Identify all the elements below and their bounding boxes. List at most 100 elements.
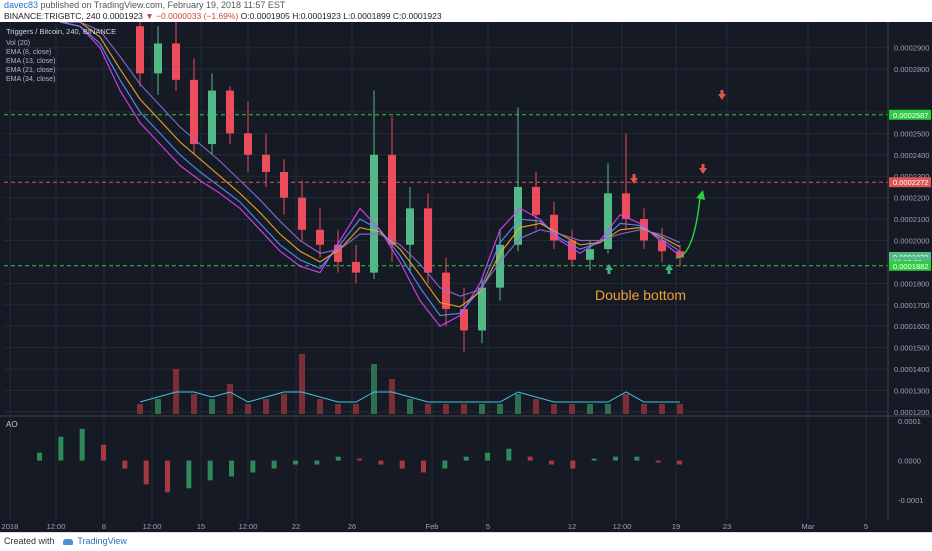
ao-bar [463,456,469,461]
chart-header: davec83 published on TradingView.com, Fe… [0,0,932,22]
candle-body [622,193,630,220]
candle-body [172,43,180,80]
candle-body [316,229,324,245]
volume-bar [407,399,413,414]
ao-bar [335,456,341,461]
x-tick-label: 22 [292,522,300,531]
candle-body [370,154,378,273]
volume-bar [389,379,395,414]
legend-title: Triggers / Bitcoin, 240, BINANCE [6,27,116,36]
volume-ma-line [139,391,680,403]
price-tag [889,109,931,120]
ao-bar [143,460,149,485]
symbol-label: BINANCE:TRIGBTC, 240 [4,11,101,21]
volume-bar [281,394,287,414]
volume-bar [245,404,251,414]
candle-body [226,90,234,134]
arrow-down-icon [699,168,707,174]
y-tick-label: 0.0001200 [894,408,929,417]
candle-body [334,244,342,262]
candle-body [514,186,522,245]
volume-bar [227,384,233,414]
ao-bar [101,444,106,461]
y-tick-label: 0.0001600 [894,322,929,331]
volume-bar [641,404,647,414]
volume-bar [191,394,197,414]
ao-bar [58,436,64,461]
ao-bar [442,460,448,469]
horizontal-lines [4,114,888,267]
y-tick-label: 0.0002800 [894,65,929,74]
volume-bar [623,394,629,414]
volume-bar [425,404,431,414]
arrow-up-icon [605,264,613,270]
x-tick-label: 12:00 [613,522,632,531]
candle-body [280,171,288,198]
ao-bar [314,460,320,465]
projection-curve [675,196,701,259]
projection-arrow-icon [696,190,705,200]
candle-body [388,154,396,245]
axes: 0.00029000.00028000.00026000.00025000.00… [2,22,931,531]
author-link[interactable]: davec83 [4,0,39,10]
volume-bar [497,404,503,414]
candle-body [136,26,144,74]
legend-item: Vol (20) [6,40,30,47]
ao-bar [378,460,384,465]
candle-body [568,240,576,260]
candle-body [244,133,252,155]
ohlc-values: O:0.0001905 H:0.0001923 L:0.0001899 C:0.… [240,11,442,21]
candle-body [190,79,198,145]
ao-bar [186,460,192,489]
ao-bar [421,460,426,473]
y-tick-label: 0.0002400 [894,151,929,160]
ao-bar [122,460,128,469]
ao-bar [37,452,42,461]
ao-bar [165,460,170,493]
volume-bar [479,404,485,414]
x-tick-label: 12 [568,522,576,531]
last-price: 0.0001923 [102,11,143,21]
x-tick-label: 5 [486,522,490,531]
volume-bar [299,354,305,414]
publish-line: davec83 published on TradingView.com, Fe… [4,0,285,10]
arrow-down-stem [632,174,636,178]
volume-bars [137,354,683,414]
candle-body [658,240,666,252]
price-tag [889,260,931,271]
x-tick-label: 12:00 [47,522,66,531]
y-tick-label: 0.0002300 [894,172,929,181]
volume-bar [587,404,593,414]
ao-bar [591,458,597,461]
ao-tick-label: -0.0001 [898,496,923,505]
y-tick-label: 0.0002900 [894,44,929,53]
price-change: ▼ −0.0000033 (−1.69%) [145,11,239,21]
double-bottom-label: Double bottom [595,287,686,303]
volume-bar [443,404,449,414]
legend-item: EMA (8, close) [6,49,52,56]
legend-item: EMA (34, close) [6,76,55,83]
arrow-down-icon [630,178,638,184]
volume-bar [335,404,341,414]
ao-panel: 0.0001 0.0000 -0.0001 AO [0,415,932,505]
candle-body [604,193,612,250]
ao-bar [549,460,554,465]
candle-body [460,309,468,331]
x-tick-label: 26 [348,522,356,531]
symbol-line: BINANCE:TRIGBTC, 240 0.0001923 ▼ −0.0000… [4,11,442,21]
volume-bar [569,404,575,414]
ao-bar [613,456,618,461]
candle-body [298,197,306,230]
ao-bar [271,460,277,469]
candle-body [424,208,432,273]
ao-bar [293,460,298,465]
tradingview-logo-icon [63,538,74,545]
ao-bar [229,460,234,477]
chart-area[interactable]: Double bottom 0.00029000.00028000.000260… [0,22,932,532]
ema-lines [59,22,681,327]
x-tick-label: 5 [864,522,868,531]
legend-item: EMA (21, close) [6,67,55,74]
x-tick-label: 2018 [2,522,19,531]
price-chart[interactable]: Double bottom 0.00029000.00028000.000260… [0,22,932,532]
tradingview-link[interactable]: TradingView [77,536,127,546]
